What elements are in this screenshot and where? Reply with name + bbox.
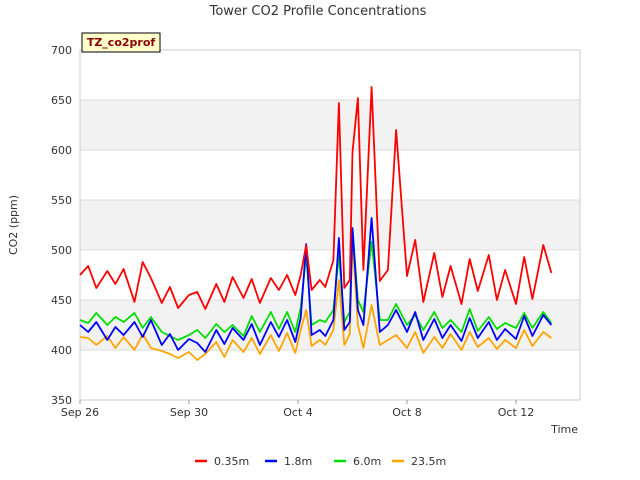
grid-bands (80, 49, 580, 401)
tag-badge: TZ_co2prof (81, 32, 161, 53)
legend-label: 0.35m (214, 455, 249, 468)
plot-area-border (79, 49, 581, 401)
x-axis-label: Time (550, 423, 578, 436)
y-tick-label: 600 (51, 144, 72, 157)
y-tick-label: 650 (51, 94, 72, 107)
x-tick-label: Sep 30 (170, 406, 208, 419)
y-tick-label: 400 (51, 344, 72, 357)
y-tick-label: 500 (51, 244, 72, 257)
series-line-6.0m (79, 229, 553, 341)
legend-label: 1.8m (284, 455, 312, 468)
x-tick-label: Oct 8 (392, 406, 422, 419)
legend-label: 6.0m (353, 455, 381, 468)
y-axis: 350 400 450 500 550 600 650 700 (51, 44, 72, 407)
series-line-1.8m (79, 217, 553, 353)
y-tick-label: 450 (51, 294, 72, 307)
chart-title: Tower CO2 Profile Concentrations (209, 4, 427, 19)
x-tick-label: Oct 4 (283, 406, 313, 419)
y-axis-label: CO2 (ppm) (7, 195, 20, 255)
grid-band (80, 100, 580, 150)
y-tick-label: 700 (51, 44, 72, 57)
x-axis: Sep 26 Sep 30 Oct 4 Oct 8 Oct 12 (61, 400, 534, 419)
legend: 0.35m 1.8m 6.0m 23.5m (195, 455, 446, 468)
series-line-0.35m (79, 86, 553, 310)
y-tick-label: 350 (51, 394, 72, 407)
tag-label: TZ_co2prof (87, 36, 156, 49)
series-line-23.5m (79, 239, 552, 361)
x-tick-label: Oct 12 (498, 406, 535, 419)
series-lines (79, 86, 553, 361)
grid-band (80, 200, 580, 250)
x-tick-label: Sep 26 (61, 406, 99, 419)
y-tick-label: 550 (51, 194, 72, 207)
legend-label: 23.5m (411, 455, 446, 468)
